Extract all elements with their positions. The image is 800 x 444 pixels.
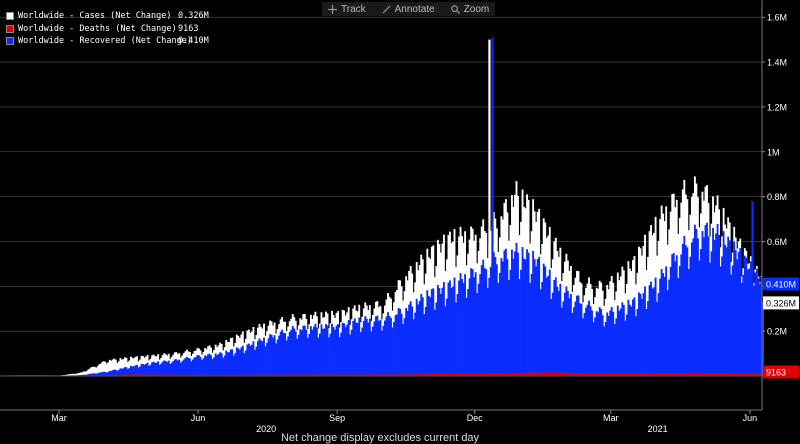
track-label: Track	[341, 4, 366, 15]
legend-value-recovered: 0.410M	[178, 35, 209, 48]
chart-toolbar: Track Annotate Zoom	[322, 2, 495, 16]
legend-value-deaths: 9163	[178, 23, 198, 36]
legend-item-deaths[interactable]: Worldwide - Deaths (Net Change) 9163	[6, 23, 209, 36]
y-tick-label: 0.2M	[767, 327, 787, 337]
legend-item-recovered[interactable]: Worldwide - Recovered (Net Change) 0.410…	[6, 35, 209, 48]
legend-label-cases: Worldwide - Cases (Net Change)	[18, 10, 178, 23]
recovered-bar-spike	[491, 37, 493, 376]
x-tick-label: Jun	[191, 413, 206, 423]
annotate-button[interactable]: Annotate	[382, 4, 435, 15]
x-tick-label: Mar	[51, 413, 67, 423]
legend-swatch-deaths	[6, 25, 14, 33]
legend-swatch-recovered	[6, 37, 14, 45]
y-tick-label: 0.6M	[767, 237, 787, 247]
pencil-icon	[382, 5, 391, 14]
legend-item-cases[interactable]: Worldwide - Cases (Net Change) 0.326M	[6, 10, 209, 23]
legend-value-cases: 0.326M	[178, 10, 209, 23]
legend-swatch-cases	[6, 12, 14, 20]
y-tick-label: 0.8M	[767, 192, 787, 202]
legend-label-deaths: Worldwide - Deaths (Net Change)	[18, 23, 178, 36]
y-tick-label: 1.2M	[767, 102, 787, 112]
chart-legend: Worldwide - Cases (Net Change) 0.326M Wo…	[6, 10, 209, 48]
recovered-bar-spike	[751, 201, 753, 376]
track-button[interactable]: Track	[328, 4, 366, 15]
x-tick-label: Sep	[329, 413, 345, 423]
last-value-label: 9163	[766, 367, 786, 377]
x-tick-label: Dec	[467, 413, 484, 423]
footer-note: Net change display excludes current day	[0, 432, 760, 444]
y-tick-label: 1.4M	[767, 58, 787, 68]
crosshair-icon	[328, 5, 337, 14]
annotate-label: Annotate	[395, 4, 435, 15]
magnifier-icon	[451, 5, 460, 14]
zoom-label: Zoom	[464, 4, 490, 15]
last-value-label: 0.326M	[766, 298, 796, 308]
y-tick-label: 1M	[767, 147, 780, 157]
last-value-label: 0.410M	[766, 280, 796, 290]
y-tick-label: 1.6M	[767, 13, 787, 23]
x-tick-label: Mar	[603, 413, 619, 423]
zoom-button[interactable]: Zoom	[451, 4, 490, 15]
legend-label-recovered: Worldwide - Recovered (Net Change)	[18, 35, 178, 48]
x-tick-label: Jun	[743, 413, 758, 423]
